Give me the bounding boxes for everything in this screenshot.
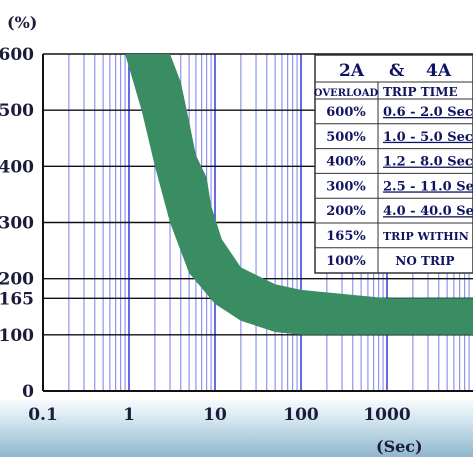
y-axis-label: (%) (7, 13, 37, 32)
x-tick-label: 1 (123, 405, 135, 425)
y-tick-label: 0 (22, 382, 34, 402)
table-title-right: 4A (426, 61, 452, 81)
table-row-overload: 200% (326, 204, 366, 219)
x-tick-label: 0.1 (28, 405, 58, 425)
trip-time-table: 2A & 4A OVERLOAD TRIP TIME 600% 0.6 - 2.0… (314, 54, 473, 274)
table-title-left: 2A (339, 61, 365, 81)
y-tick-label: 600 (0, 45, 34, 65)
footer-gradient-band (0, 400, 473, 457)
x-axis-label: (Sec) (376, 437, 423, 456)
y-tick-label: 165 (0, 289, 34, 309)
table-row-overload: 300% (326, 179, 366, 194)
table-row-overload: 500% (326, 130, 366, 145)
y-tick-label: 500 (0, 101, 34, 121)
table-title-amp: & (389, 61, 405, 81)
table-header-trip: TRIP TIME (383, 85, 458, 99)
table-row-overload: 600% (326, 105, 366, 120)
table-row-trip-time: TRIP WITHIN 1 HR (383, 230, 473, 243)
trip-time-band (125, 54, 473, 335)
table-rows: 600% 0.6 - 2.0 Sec 500% 1.0 - 5.0 Sec 400% 1.… (315, 98, 473, 269)
y-tick-label: 400 (0, 157, 34, 177)
x-tick-label: 10 (203, 405, 227, 425)
x-tick-labels: 0.1 1 10 100 1000 (28, 405, 411, 425)
table-row-overload: 400% (326, 155, 366, 170)
table-row-trip-time: NO TRIP (395, 254, 454, 268)
y-tick-label: 200 (0, 270, 34, 290)
table-row-trip-time: 4.0 - 40.0 Sec (383, 204, 473, 219)
table-row-trip-time: 1.0 - 5.0 Sec (383, 130, 473, 145)
table-row-trip-time: 0.6 - 2.0 Sec (383, 105, 473, 120)
table-row-overload: 100% (326, 254, 366, 269)
table-row-overload: 165% (326, 229, 366, 244)
x-tick-label: 1000 (363, 405, 410, 425)
table-frame (314, 54, 473, 274)
table-row-trip-time: 1.2 - 8.0 Sec (383, 155, 473, 170)
y-tick-label: 100 (0, 326, 34, 346)
y-tick-label: 300 (0, 214, 34, 234)
x-tick-label: 100 (283, 405, 319, 425)
table-row-trip-time: 2.5 - 11.0 Sec (383, 179, 473, 194)
table-header-overload: OVERLOAD (314, 88, 379, 99)
